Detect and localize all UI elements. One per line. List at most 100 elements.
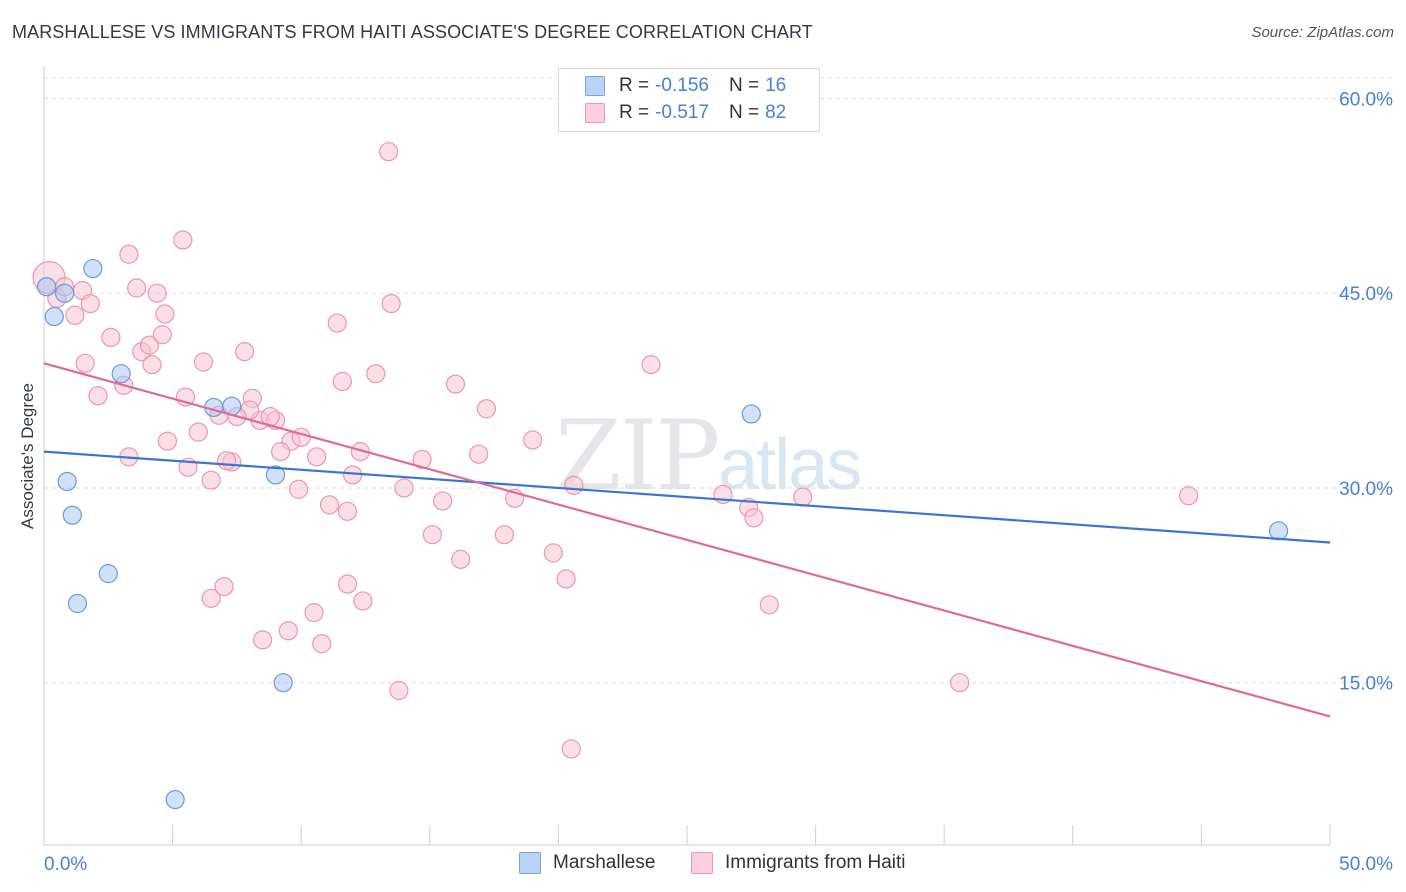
haiti-point: [139, 335, 160, 355]
source-label: Source: ZipAtlas.com: [1251, 24, 1394, 41]
legend-label-marshallese: Marshallese: [553, 852, 656, 873]
haiti-point: [75, 353, 95, 373]
y-tick-label: 45.0%: [1339, 284, 1393, 305]
haiti-point: [641, 355, 661, 375]
marshallese-point: [36, 277, 57, 297]
haiti-point: [744, 508, 764, 528]
haiti-point: [381, 293, 401, 314]
haiti-point: [412, 449, 432, 469]
haiti-point: [379, 142, 399, 162]
marshallese-trendline: [43, 450, 1331, 544]
correlation-legend: R = -0.156 N = 16 R = -0.517 N = 82: [558, 68, 820, 132]
marshallese-point: [165, 789, 185, 810]
haiti-point: [214, 577, 234, 597]
haiti-point: [88, 386, 108, 406]
haiti-point: [422, 525, 442, 545]
haiti-point: [451, 549, 471, 569]
haiti-point: [543, 543, 563, 563]
haiti-point: [343, 465, 363, 485]
haiti-point: [394, 478, 414, 498]
legend-n-value: 82: [765, 102, 787, 123]
legend-swatch-marshallese: [585, 76, 605, 96]
haiti-point: [469, 444, 489, 464]
haiti-trendline: [43, 362, 1331, 718]
haiti-point: [337, 501, 358, 521]
haiti-point: [793, 487, 813, 507]
haiti-point: [147, 283, 167, 303]
series-legend: Marshallese Immigrants from Haiti: [0, 852, 1406, 878]
haiti-point: [157, 431, 178, 451]
legend-r-value: -0.517: [655, 102, 709, 123]
legend-r-value: -0.156: [655, 75, 709, 96]
marshallese-point: [741, 404, 761, 424]
haiti-point: [494, 525, 514, 545]
haiti-point: [337, 574, 358, 594]
haiti-point: [152, 325, 172, 345]
legend-row-haiti: R = -0.517 N = 82: [585, 101, 786, 125]
marshallese-point: [111, 364, 131, 384]
legend-item-marshallese: Marshallese: [519, 852, 655, 874]
legend-n-value: 16: [765, 75, 787, 96]
haiti-point: [235, 342, 255, 362]
haiti-point: [119, 244, 139, 264]
watermark-atlas: atlas: [718, 425, 862, 505]
haiti-point: [1178, 486, 1199, 506]
legend-item-haiti: Immigrants from Haiti: [691, 852, 906, 874]
haiti-point: [142, 355, 162, 375]
haiti-point: [201, 588, 221, 608]
haiti-point: [193, 352, 214, 372]
haiti-point: [65, 305, 85, 325]
haiti-point: [353, 591, 373, 611]
y-tick-label: 15.0%: [1339, 674, 1393, 695]
haiti-point: [561, 739, 581, 759]
haiti-point: [188, 422, 208, 442]
legend-swatch-haiti: [691, 852, 713, 874]
marshallese-point: [57, 471, 77, 492]
haiti-point: [307, 447, 327, 467]
haiti-point: [201, 470, 221, 490]
haiti-point: [291, 427, 311, 447]
haiti-point: [523, 430, 543, 450]
legend-row-marshallese: R = -0.156 N = 16: [585, 74, 786, 98]
y-tick-label: 60.0%: [1339, 89, 1393, 110]
haiti-point: [556, 569, 576, 589]
haiti-point: [126, 278, 147, 298]
haiti-point: [759, 595, 779, 615]
x-tick-label: 50.0%: [1339, 854, 1393, 875]
haiti-point: [319, 495, 340, 515]
legend-swatch-haiti: [585, 103, 605, 123]
haiti-point: [433, 491, 453, 511]
haiti-point: [445, 374, 466, 394]
legend-n-label: N =: [728, 75, 760, 96]
haiti-point: [327, 313, 347, 333]
haiti-point: [564, 475, 584, 495]
haiti-point: [155, 304, 175, 324]
marshallese-point: [98, 564, 118, 584]
haiti-point: [389, 680, 409, 701]
marshallese-point: [1268, 521, 1289, 541]
haiti-point: [101, 327, 121, 347]
haiti-point: [80, 293, 100, 314]
haiti-point: [366, 364, 386, 384]
haiti-point: [271, 442, 291, 462]
x-tick-label: 0.0%: [44, 854, 87, 875]
haiti-point: [278, 621, 298, 641]
haiti-point: [217, 451, 237, 471]
legend-r-label: R =: [619, 75, 650, 96]
legend-n-label: N =: [728, 102, 760, 123]
haiti-point: [476, 399, 496, 419]
haiti-point: [312, 634, 332, 654]
haiti-point: [304, 602, 324, 623]
marshallese-point: [67, 593, 88, 614]
haiti-point: [332, 371, 352, 392]
marshallese-point: [44, 306, 64, 327]
legend-swatch-marshallese: [519, 852, 541, 874]
marshallese-point: [265, 465, 286, 485]
haiti-point: [253, 630, 273, 650]
legend-r-label: R =: [619, 102, 650, 123]
marshallese-point: [62, 505, 82, 525]
legend-label-haiti: Immigrants from Haiti: [725, 852, 906, 873]
haiti-point: [173, 230, 193, 250]
haiti-point: [950, 673, 970, 693]
